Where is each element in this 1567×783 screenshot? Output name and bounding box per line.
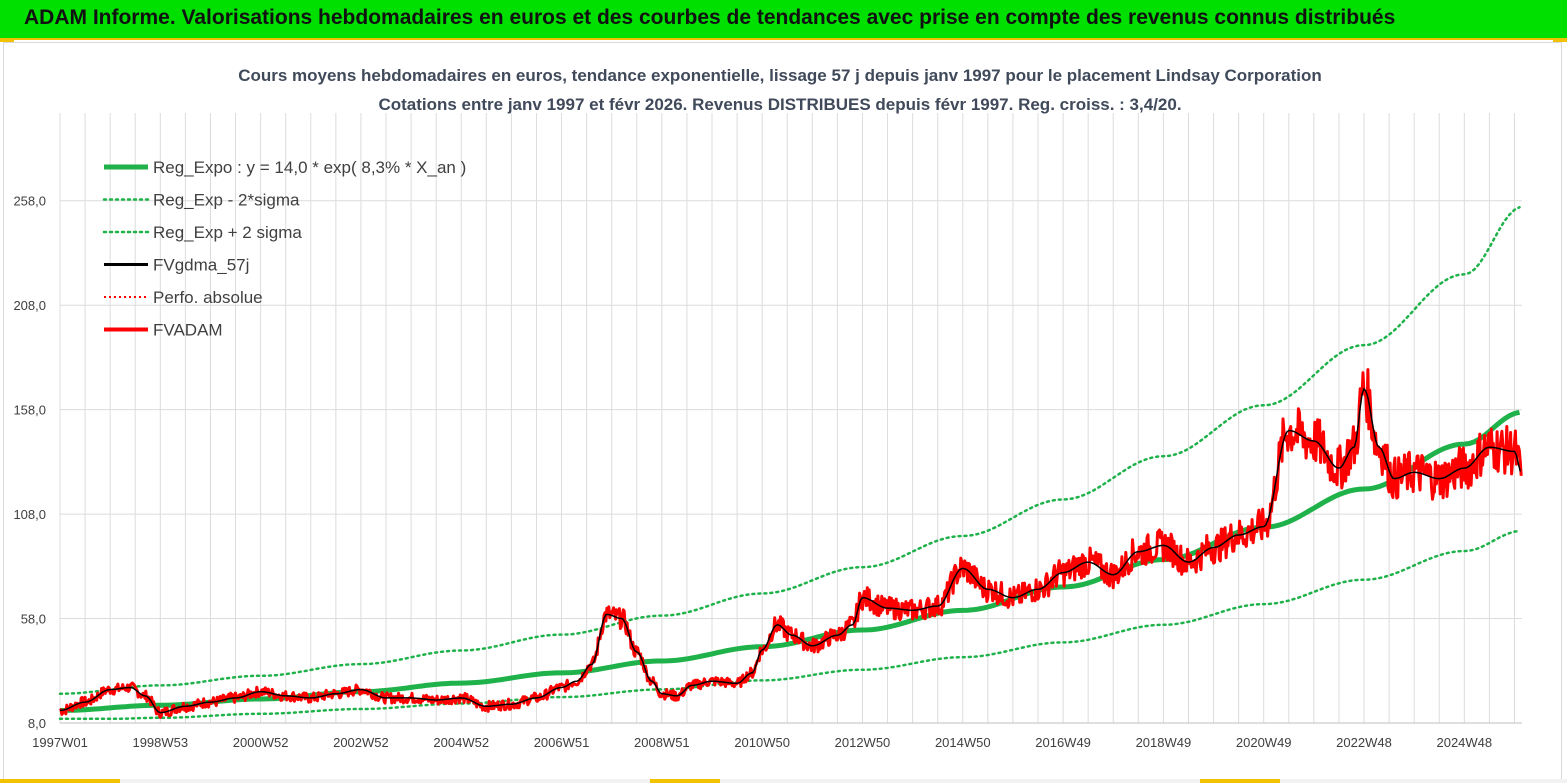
legend-label-sigma_low: Reg_Exp - 2*sigma xyxy=(153,191,300,210)
x-tick-label: 2024W48 xyxy=(1436,735,1492,750)
x-tick-label: 2018W49 xyxy=(1136,735,1192,750)
legend: Reg_Expo : y = 14,0 * exp( 8,3% * X_an )… xyxy=(102,158,466,340)
y-tick-label: 158,0 xyxy=(13,403,46,418)
y-tick-label: 58,0 xyxy=(21,612,46,627)
series-reg_expo xyxy=(59,409,1521,713)
x-tick-label: 2012W50 xyxy=(835,735,891,750)
chart-frame: Cours moyens hebdomadaires en euros, ten… xyxy=(3,42,1562,780)
y-tick-label: 108,0 xyxy=(13,507,46,522)
y-tick-label: 208,0 xyxy=(13,298,46,313)
x-tick-label: 2022W48 xyxy=(1336,735,1392,750)
x-tick-label: 1997W01 xyxy=(32,735,88,750)
x-tick-label: 2014W50 xyxy=(935,735,991,750)
legend-label-reg_expo: Reg_Expo : y = 14,0 * exp( 8,3% * X_an ) xyxy=(153,158,466,177)
corner-mark-left xyxy=(0,38,14,42)
x-tick-label: 2002W52 xyxy=(333,735,389,750)
x-tick-label: 2020W49 xyxy=(1236,735,1292,750)
header-banner: ADAM Informe. Valorisations hebdomadaire… xyxy=(0,0,1567,40)
legend-label-fvgdma: FVgdma_57j xyxy=(153,256,249,275)
y-tick-label: 258,0 xyxy=(13,194,46,209)
series-fvadam xyxy=(59,368,1523,719)
legend-label-perfo: Perfo. absolue xyxy=(153,288,263,307)
chart-title-line2: Cotations entre janv 1997 et févr 2026. … xyxy=(378,95,1181,114)
x-tick-label: 2008W51 xyxy=(634,735,690,750)
series-group xyxy=(58,206,1523,721)
y-tick-label: 8,0 xyxy=(28,716,46,731)
series-sigma_high xyxy=(58,206,1521,696)
legend-label-fvadam: FVADAM xyxy=(153,321,223,340)
x-tick-label: 2000W52 xyxy=(233,735,289,750)
legend-label-sigma_high: Reg_Exp + 2 sigma xyxy=(153,223,302,242)
series-fvgdma xyxy=(59,387,1522,714)
corner-mark-right xyxy=(1553,38,1567,42)
page-title: ADAM Informe. Valorisations hebdomadaire… xyxy=(24,6,1396,29)
chart-title-line1: Cours moyens hebdomadaires en euros, ten… xyxy=(238,66,1322,85)
x-tick-label: 2004W52 xyxy=(433,735,489,750)
bottom-rule xyxy=(0,779,1567,783)
chart-svg: Cours moyens hebdomadaires en euros, ten… xyxy=(13,66,1523,750)
x-tick-label: 1998W53 xyxy=(132,735,188,750)
x-tick-label: 2006W51 xyxy=(534,735,590,750)
series-sigma_low xyxy=(58,529,1521,721)
x-tick-label: 2016W49 xyxy=(1035,735,1091,750)
x-tick-label: 2010W50 xyxy=(734,735,790,750)
